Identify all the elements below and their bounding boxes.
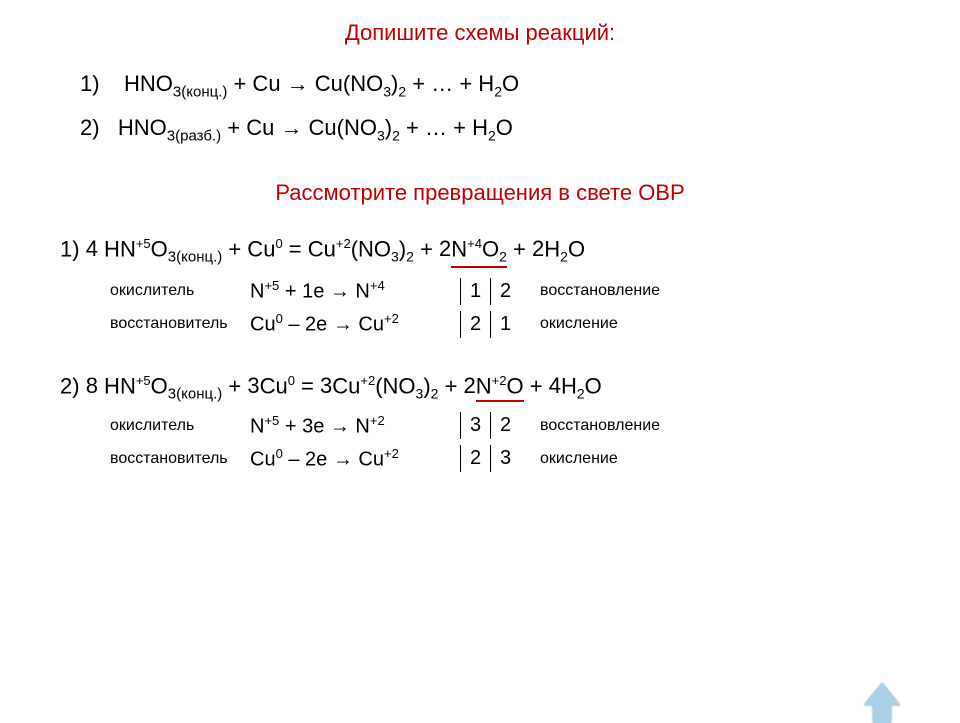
balanced-equation-1: 1) 4 HN+5O3(конц.) + Cu0 = Cu+2(NO3)2 + … (60, 236, 910, 268)
balanced-equation-2: 2) 8 HN+5O3(конц.) + 3Cu0 = 3Cu+2(NO3)2 … (60, 373, 910, 403)
oxidation-label: окисление (540, 315, 618, 333)
oxidizer-label: окислитель (110, 282, 250, 300)
arrow-up-icon[interactable] (864, 683, 900, 705)
initial-equation-2: 2) HNO3(разб.) + Cu → Сu(NO3)2 + … + H2O (80, 115, 910, 144)
initial-equation-1: 1) HNO3(конц.) + Cu → Сu(NO3)2 + … + H2O (80, 71, 910, 100)
subtitle: Рассмотрите превращения в свете ОВР (50, 180, 910, 206)
half-reactions-2: окислитель N+5 + 3e → N+2 3 2 восстановл… (110, 412, 910, 472)
main-title: Допишите схемы реакций: (50, 20, 910, 46)
half-reactions-1: окислитель N+5 + 1e → N+4 1 2 восстановл… (110, 278, 910, 338)
reduction-label: восстановление (540, 282, 660, 300)
reducer-label: восстановитель (110, 315, 250, 333)
